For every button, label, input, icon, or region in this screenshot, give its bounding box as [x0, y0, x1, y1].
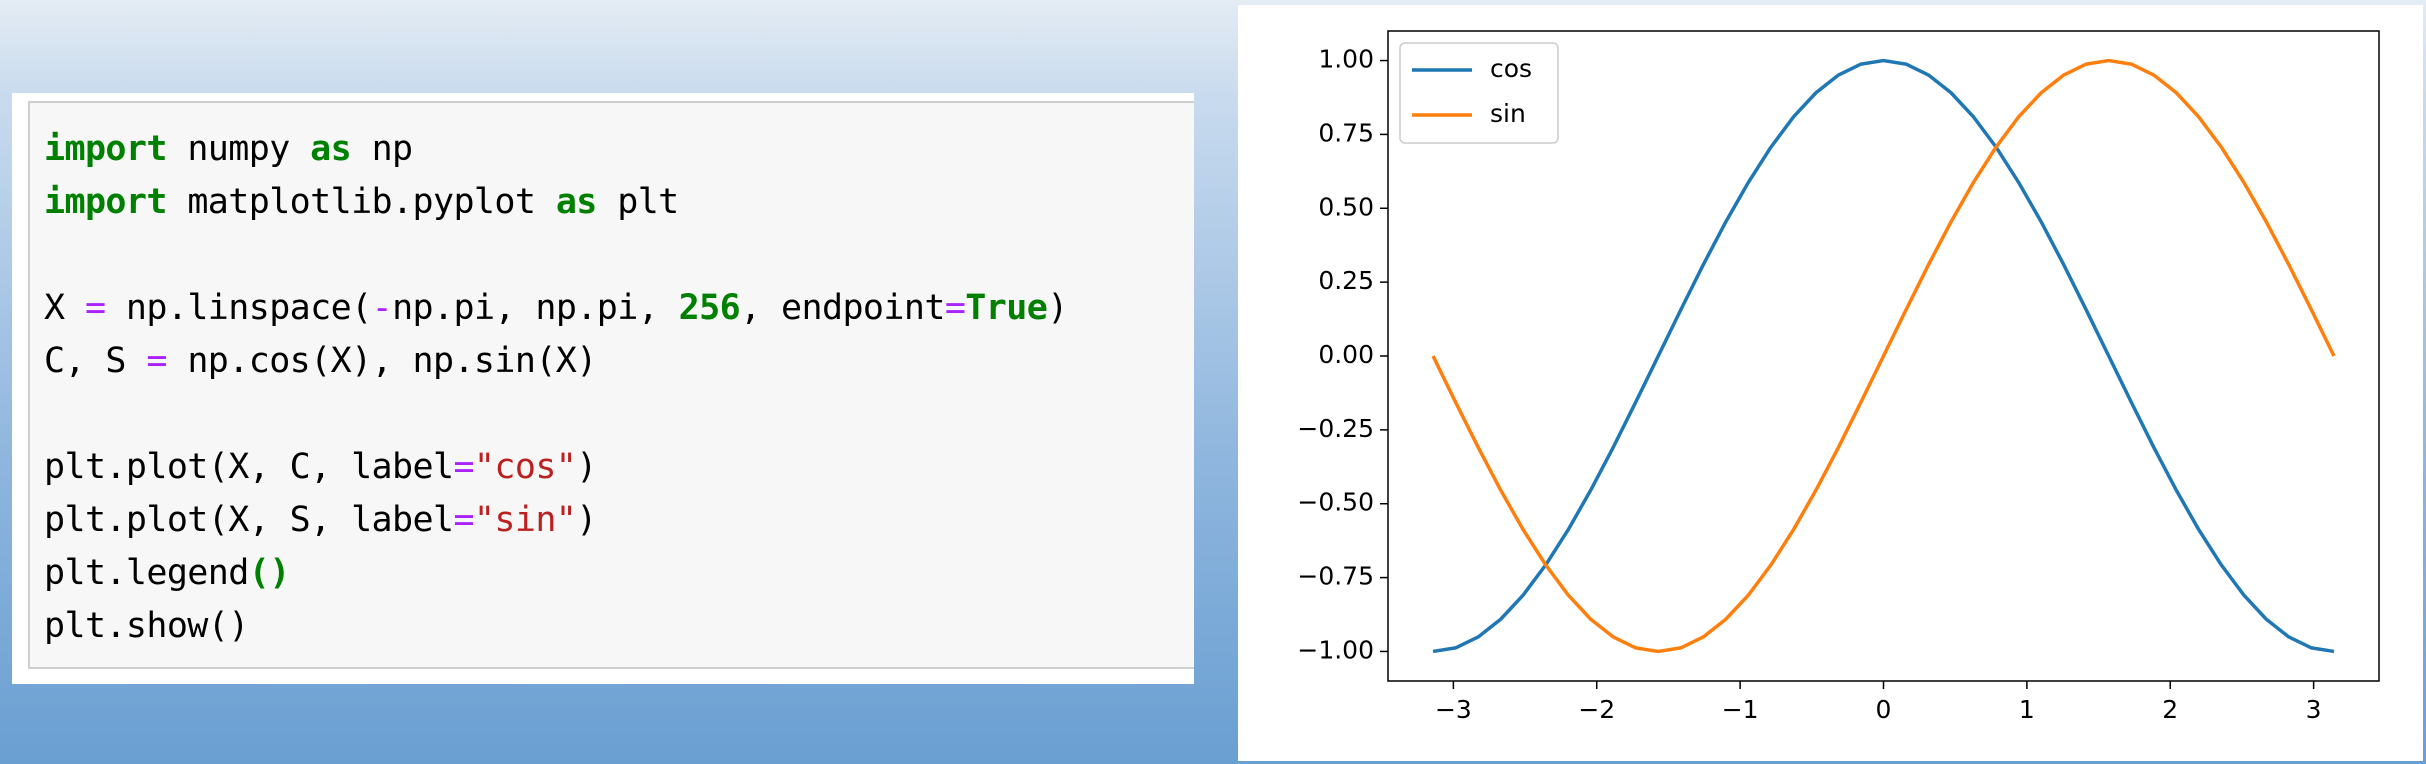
code-line: plt.plot(X, S, label="sin") [44, 494, 1194, 547]
code-token: = [146, 341, 167, 381]
code-token: np [351, 129, 414, 169]
y-tick-label: 1.00 [1318, 45, 1374, 74]
code-token: ) [1047, 288, 1068, 328]
code-token: = [453, 447, 474, 487]
code-token: "cos" [473, 447, 577, 487]
code-token: plt.plot(X, C, label [44, 447, 454, 487]
axes-frame [1387, 30, 2380, 682]
code-token: np.cos(X), np.sin(X) [166, 341, 597, 381]
y-tick-label: 0.75 [1318, 118, 1374, 147]
code-block: X = np.linspace(-np.pi, np.pi, 256, endp… [44, 282, 1194, 388]
y-tick-label: 0.50 [1318, 192, 1374, 221]
y-tick-label: −1.00 [1297, 635, 1374, 664]
code-input: import numpy as np import matplotlib.pypl… [28, 101, 1194, 669]
code-token: - [371, 288, 393, 328]
code-token: import [44, 129, 167, 169]
code-token: 256 [678, 288, 741, 328]
y-tick-label: 0.00 [1318, 340, 1374, 369]
series-line [1432, 58, 2335, 654]
code-token: ) [576, 500, 597, 540]
code-line: plt.plot(X, C, label="cos") [44, 441, 1194, 494]
code-token: import [44, 182, 167, 222]
code-line: import matplotlib.pyplot as plt [44, 176, 1194, 229]
legend-label: sin [1490, 99, 1526, 128]
code-token: as [555, 182, 598, 222]
code-token: () [248, 553, 291, 593]
y-tick-label: −0.75 [1297, 562, 1374, 591]
code-token: , endpoint [740, 288, 945, 328]
code-token: numpy [166, 129, 311, 169]
code-token: plt.legend [44, 553, 249, 593]
code-token: True [965, 288, 1048, 328]
code-block: plt.plot(X, C, label="cos") plt.plot(X, S… [44, 441, 1194, 653]
x-tick-label: −3 [1435, 695, 1472, 724]
code-token: plt [596, 182, 679, 222]
code-line: plt.show() [44, 600, 1194, 653]
x-tick-label: 0 [1876, 695, 1892, 724]
code-line: plt.legend() [44, 547, 1194, 600]
chart: −3 −2 −1 0 1 2 3 −1.00 −0.75 −0.50 −0.25 0.00 0.25 0.… [1238, 5, 2423, 761]
code-token: = [453, 500, 474, 540]
code-line: X = np.linspace(-np.pi, np.pi, 256, endp… [44, 282, 1194, 335]
x-tick-label: −2 [1578, 695, 1615, 724]
legend-box [1399, 42, 1559, 144]
code-token: ) [576, 447, 597, 487]
x-tick-label: 1 [2019, 695, 2035, 724]
x-tick-label: 3 [2306, 695, 2322, 724]
code-token: plt.plot(X, S, label [44, 500, 454, 540]
code-token: np.pi, np.pi, [392, 288, 679, 328]
code-token: "sin" [473, 500, 577, 540]
y-tick-label: −0.50 [1297, 488, 1374, 517]
y-tick-label: 0.25 [1318, 266, 1374, 295]
legend-label: cos [1490, 54, 1532, 83]
x-tick-label: 2 [2162, 695, 2178, 724]
code-token: matplotlib.pyplot [166, 182, 556, 222]
code-line: import numpy as np [44, 123, 1194, 176]
series-line [1431, 58, 2336, 654]
code-token: as [310, 129, 352, 169]
code-block: import numpy as np import matplotlib.pypl… [44, 123, 1194, 229]
code-token: C, S [44, 341, 147, 381]
code-token: X [44, 288, 85, 328]
x-tick-label: −1 [1722, 695, 1759, 724]
code-line: C, S = np.cos(X), np.sin(X) [44, 335, 1194, 388]
y-tick-label: −0.25 [1297, 414, 1374, 443]
code-token: = [944, 288, 966, 328]
code-token: = [84, 288, 106, 328]
code-token: np.linspace( [105, 288, 372, 328]
code-token: plt.show() [44, 606, 249, 646]
code-cell: import numpy as np import matplotlib.pypl… [12, 93, 1194, 684]
